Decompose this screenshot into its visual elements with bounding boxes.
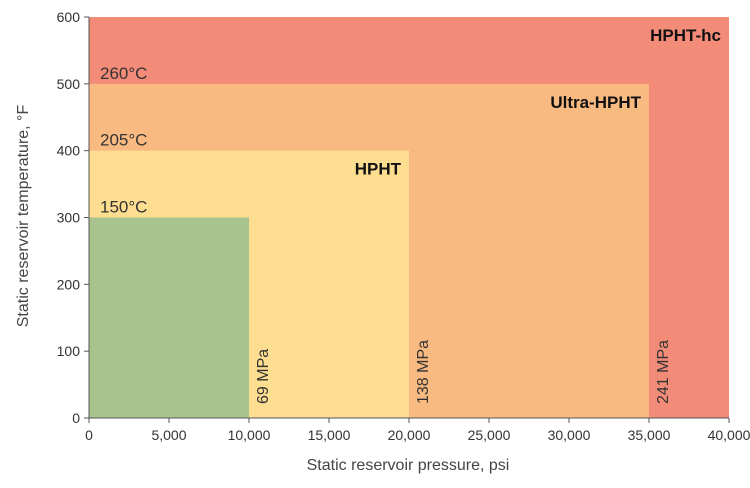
x-tick-label: 5,000: [151, 427, 186, 443]
x-axis-title: Static reservoir pressure, psi: [307, 457, 510, 474]
axes-layer: 0 5,000 10,000 15,000 20,000 25,000 30,000 35,0…: [57, 9, 750, 443]
x-tick-label: 30,000: [548, 427, 591, 443]
pressure-label: 138 MPa: [415, 340, 432, 404]
pressure-label: 241 MPa: [655, 340, 672, 404]
annotations-layer: HPHT-hc Ultra-HPHT HPHT 260°C 205°C 150°C 69 M…: [100, 26, 721, 404]
x-tick-label: 20,000: [388, 427, 431, 443]
region-label-hpht-hc: HPHT-hc: [650, 26, 721, 45]
x-tick-label: 40,000: [708, 427, 750, 443]
temperature-label: 150°C: [100, 198, 147, 217]
y-tick-label: 600: [57, 9, 81, 25]
x-tick-label: 25,000: [468, 427, 511, 443]
temperature-label: 260°C: [100, 64, 147, 83]
y-tick-label: 100: [57, 343, 81, 359]
x-tick-label: 35,000: [628, 427, 671, 443]
region-conventional: [89, 217, 249, 418]
region-label-ultra-hpht: Ultra-HPHT: [550, 93, 641, 112]
x-tick-label: 0: [85, 427, 93, 443]
y-tick-label: 200: [57, 276, 81, 292]
y-tick-label: 0: [72, 410, 80, 426]
y-tick-label: 300: [57, 210, 81, 226]
y-tick-label: 400: [57, 143, 81, 159]
region-label-hpht: HPHT: [355, 160, 402, 179]
x-tick-label: 10,000: [228, 427, 271, 443]
temperature-label: 205°C: [100, 131, 147, 150]
x-tick-label: 15,000: [308, 427, 351, 443]
y-tick-label: 500: [57, 76, 81, 92]
y-axis-title: Static reservoir temperature, °F: [15, 105, 32, 328]
pressure-label: 69 MPa: [255, 349, 272, 404]
regions-layer: [89, 17, 729, 418]
